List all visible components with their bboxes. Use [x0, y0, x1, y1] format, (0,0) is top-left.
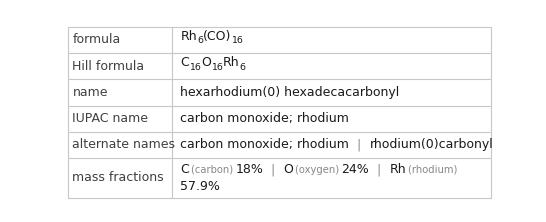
Text: carbon monoxide; rhodium: carbon monoxide; rhodium	[180, 112, 349, 125]
Text: 6: 6	[197, 36, 203, 45]
Text: 16: 16	[232, 36, 244, 45]
Text: (rhodium): (rhodium)	[406, 165, 459, 175]
Text: C: C	[180, 56, 189, 69]
Text: (carbon): (carbon)	[189, 165, 235, 175]
Text: C: C	[180, 163, 189, 176]
Text: carbon monoxide; rhodium: carbon monoxide; rhodium	[180, 139, 349, 151]
Text: O: O	[283, 163, 293, 176]
Text: mass fractions: mass fractions	[73, 171, 164, 184]
Text: Rh: Rh	[389, 163, 406, 176]
Text: 57.9%: 57.9%	[180, 180, 220, 193]
Text: 24%: 24%	[341, 163, 369, 176]
Text: alternate names: alternate names	[73, 139, 175, 151]
Text: (CO): (CO)	[203, 30, 232, 43]
Text: 16: 16	[211, 63, 223, 71]
Text: Rh: Rh	[180, 30, 197, 43]
Text: 16: 16	[189, 63, 201, 71]
Text: |: |	[263, 163, 283, 176]
Text: formula: formula	[73, 33, 121, 46]
Text: IUPAC name: IUPAC name	[73, 112, 149, 125]
Text: Rh: Rh	[223, 56, 239, 69]
Text: name: name	[73, 86, 108, 99]
Text: Hill formula: Hill formula	[73, 59, 145, 73]
Text: rhodium(0)carbonyl: rhodium(0)carbonyl	[370, 139, 493, 151]
Text: (oxygen): (oxygen)	[293, 165, 341, 175]
Text: 6: 6	[239, 63, 245, 71]
Text: 18%: 18%	[235, 163, 263, 176]
Text: hexarhodium(0) hexadecacarbonyl: hexarhodium(0) hexadecacarbonyl	[180, 86, 400, 99]
Text: |: |	[369, 163, 389, 176]
Text: O: O	[201, 56, 211, 69]
Text: |: |	[349, 139, 370, 151]
